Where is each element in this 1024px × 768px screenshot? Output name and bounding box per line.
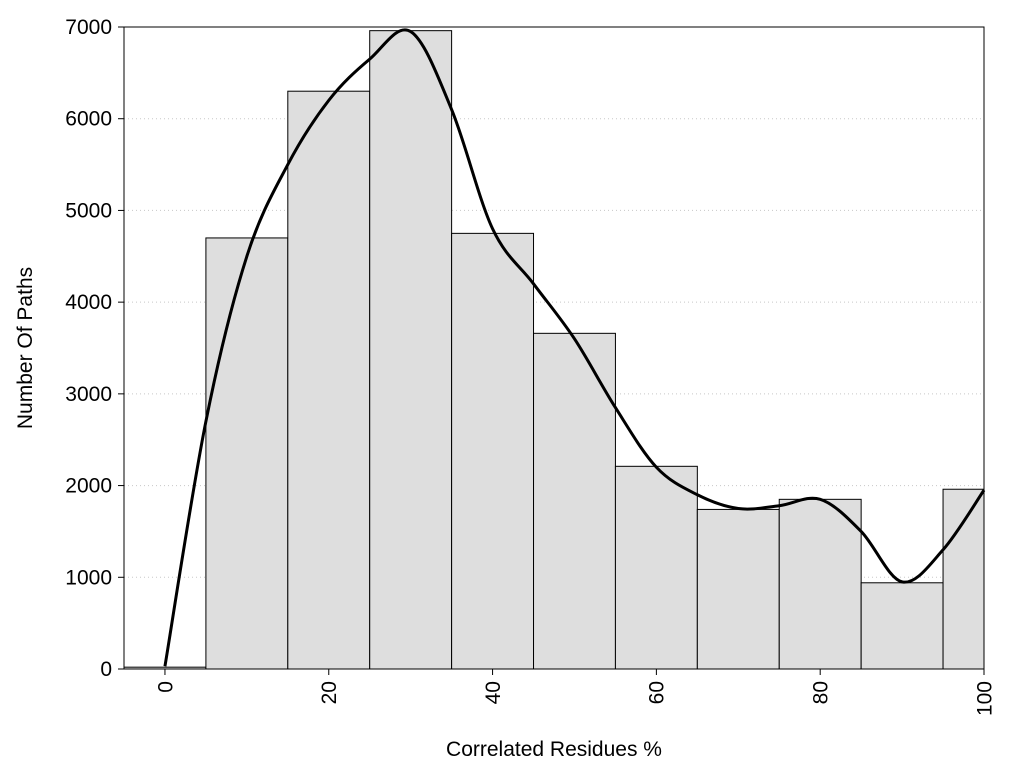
x-tick-label: 100: [973, 681, 996, 716]
plot-frame: [123, 26, 985, 670]
y-tick-label: 0: [100, 658, 112, 681]
x-tick-label: 80: [810, 681, 833, 704]
x-tick-label: 0: [154, 681, 177, 693]
bar: [369, 30, 453, 670]
bar: [533, 332, 616, 670]
y-tick-label: 2000: [65, 475, 112, 498]
y-axis-label: Number Of Paths: [14, 267, 37, 429]
y-tick-label: 6000: [65, 108, 112, 131]
y-tick-label: 4000: [65, 291, 112, 314]
density-curve: [163, 28, 986, 667]
x-tick-label: 20: [318, 681, 341, 704]
bar: [205, 237, 289, 670]
y-axis-ticks: 0 1000 2000 3000 4000 5000 6000 7000: [65, 16, 124, 681]
bar: [942, 488, 985, 670]
x-axis-label: Correlated Residues %: [446, 738, 662, 761]
bar: [287, 90, 371, 670]
x-tick-label: 40: [482, 681, 505, 704]
bar: [451, 232, 535, 670]
bar: [614, 465, 698, 670]
y-tick-label: 7000: [65, 16, 112, 39]
y-tick-label: 3000: [65, 383, 112, 406]
bar: [696, 508, 780, 670]
bar: [860, 582, 944, 670]
bars: [123, 30, 985, 670]
bar: [778, 498, 862, 670]
x-axis-ticks: 0 20 40 60 80 100: [154, 669, 996, 716]
x-tick-label: 60: [646, 681, 669, 704]
y-tick-label: 1000: [65, 566, 112, 589]
y-tick-label: 5000: [65, 199, 112, 222]
